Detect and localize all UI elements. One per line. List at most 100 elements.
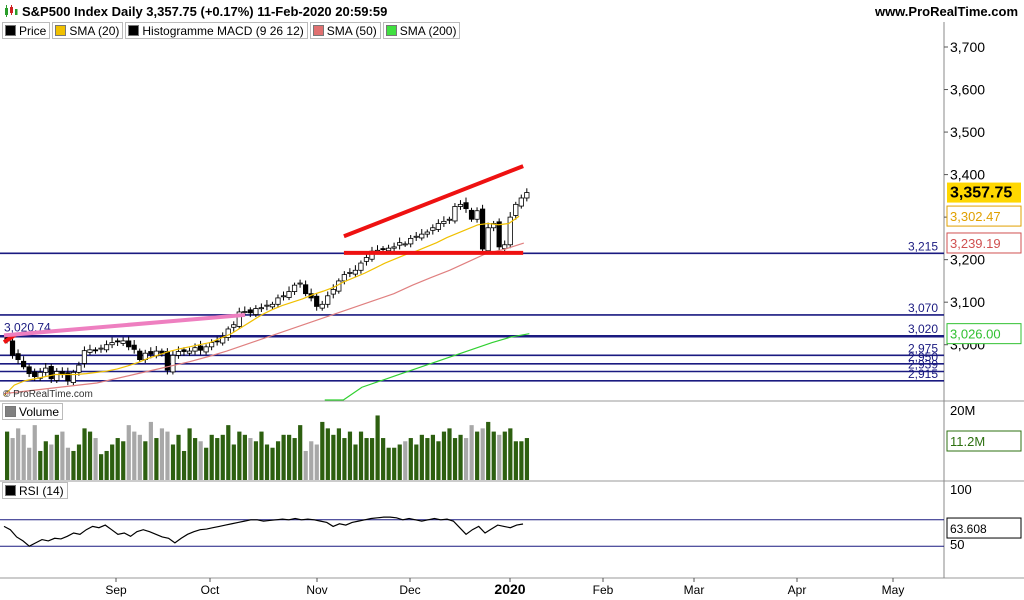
legend-swatch-icon [5,25,16,36]
rsi-line [3,516,524,547]
rsi-tick-label: 50 [950,537,964,552]
site-url[interactable]: www.ProRealTime.com [874,4,1018,19]
volume-bar [43,441,48,480]
volume-bar [181,450,187,480]
candle-body [352,269,358,275]
volume-bar [5,431,10,480]
volume-bar [480,428,485,480]
rsi-swatch-icon [5,485,16,496]
volume-bar [353,444,358,480]
chart-header: S&P500 Index Daily 3,357.75 (+0.17%) 11-… [0,0,1024,22]
candle-body [491,223,497,229]
candle-body [109,342,115,346]
candle-body [463,202,469,210]
volume-bar [436,441,441,480]
candle-body [314,295,320,307]
candle-body [186,350,193,354]
volume-bar [187,428,192,480]
copyright-text: © ProRealTime.com [3,389,93,400]
candle-body [430,227,436,231]
candle-body [76,364,82,373]
candle-body [441,220,447,224]
candle-body [242,311,248,313]
volume-bar [132,431,137,480]
volume-bar [364,438,369,480]
candle-body [319,303,325,309]
badge-text: 3,357.75 [950,185,1012,202]
badge-text: 3,302.47 [950,209,1001,224]
volume-bar [375,415,380,480]
price-badge: 3,357.75 [947,182,1021,203]
candle-body [408,237,414,245]
candle-body [37,371,43,379]
trendline [343,164,524,239]
volume-bar [60,431,65,480]
volume-bar [497,434,502,480]
legend-item-sma-50-[interactable]: SMA (50) [309,22,381,39]
volume-bar [237,431,242,480]
rsi-panel-label[interactable]: RSI (14) [2,482,68,499]
volume-bar [110,444,115,480]
badge-box [946,517,1022,539]
legend-item-price[interactable]: Price [2,22,51,39]
volume-bar [259,431,264,480]
candle-body [236,311,242,327]
volume-bar [148,421,153,480]
x-tick-label: Sep [105,583,127,597]
volume-bar [403,441,408,480]
legend-label: SMA (200) [399,23,457,38]
candle-body [170,354,176,373]
candle-body [363,257,370,262]
candle-body [32,371,38,378]
candle-body [385,247,392,252]
volume-panel-label[interactable]: Volume [2,403,64,420]
support-level-label: 2,915 [908,367,938,381]
volume-bar [441,431,447,480]
candle-body [203,346,209,353]
volume-bar [82,428,87,480]
volume-bar [193,438,198,480]
legend-swatch-icon [385,25,397,36]
volume-bar [452,438,458,480]
badge-text: 11.2M [950,434,985,449]
candle-body [330,289,336,295]
volume-bar [447,428,452,480]
legend-item-sma-20-[interactable]: SMA (20) [52,22,124,39]
candle-body [275,297,281,305]
volume-bar [524,438,530,480]
volume-bar [209,434,214,480]
legend-swatch-icon [55,25,67,36]
candle-body [397,242,403,246]
candle-body [402,243,408,246]
volume-bar [176,434,181,480]
volume-bar [347,431,353,480]
volume-bar [292,438,297,480]
volume-bar [336,428,341,480]
candle-body [214,340,220,343]
chart-title: S&P500 Index Daily 3,357.75 (+0.17%) 11-… [22,4,388,19]
candle-body [291,284,298,292]
legend-item-histogramme-macd-9-26-12-[interactable]: Histogramme MACD (9 26 12) [125,22,308,39]
candle-body [297,282,303,285]
candle-body [341,274,347,282]
candle-body [225,328,231,338]
badge-box [946,323,1022,345]
volume-bar [463,438,469,480]
badge-box [946,205,1022,227]
candle-body [98,347,104,350]
volume-bar [430,434,436,480]
sma-badge: 3,302.47 [946,205,1022,227]
candle-body [9,340,16,356]
volume-bar [143,441,148,480]
candle-body [15,353,21,360]
candle-body [175,351,182,356]
volume-bar [386,447,391,480]
badge-box [946,430,1022,452]
candle-body [247,309,253,314]
volume-bar [154,438,159,480]
volume-bar [49,444,54,480]
volume-bar [115,438,120,480]
volume-bar [458,434,463,480]
legend-item-sma-200-[interactable]: SMA (200) [382,22,461,39]
